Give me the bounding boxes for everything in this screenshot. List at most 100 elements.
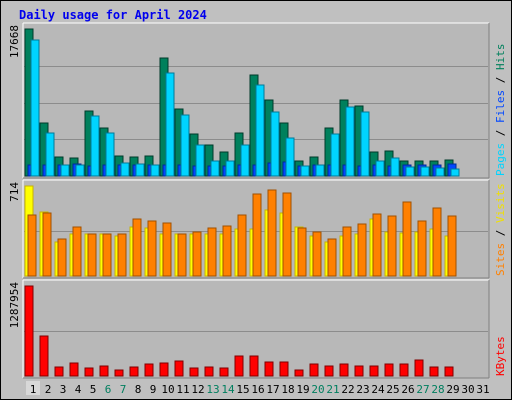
bar-kbytes-day-11: [174, 360, 184, 377]
bar-pages-day-23: [360, 111, 370, 177]
x-tick-label-day-8: 8: [135, 383, 142, 396]
bar-kbytes-day-10: [159, 362, 169, 377]
bar-pages-day-28: [435, 167, 445, 177]
bar-kbytes-day-25: [384, 363, 394, 377]
bar-pages-day-24: [375, 160, 385, 177]
bar-sites-day-18: [282, 192, 292, 277]
panel-2-series-label: Sites / Visits: [494, 183, 507, 276]
series-label-part: /: [494, 123, 507, 143]
bar-pages-day-29: [450, 168, 460, 177]
bar-pages-day-17: [270, 111, 280, 177]
x-tick-label-day-2: 2: [45, 383, 52, 396]
bar-sites-day-20: [312, 231, 322, 277]
bar-sites-day-8: [132, 218, 142, 277]
bar-kbytes-day-9: [144, 363, 154, 377]
bar-pages-day-7: [120, 162, 130, 177]
bar-kbytes-day-18: [279, 361, 289, 377]
x-tick-label-day-4: 4: [75, 383, 82, 396]
bar-kbytes-day-28: [429, 366, 439, 377]
x-tick-label-day-19: 19: [296, 383, 309, 396]
bar-sites-day-23: [357, 223, 367, 277]
x-tick-label-day-28: 28: [431, 383, 444, 396]
series-label-part: Pages: [494, 143, 507, 176]
bar-kbytes-day-22: [339, 363, 349, 377]
bar-sites-day-7: [117, 233, 127, 277]
bar-pages-day-18: [285, 137, 295, 177]
x-tick-label-day-26: 26: [401, 383, 414, 396]
bar-sites-day-15: [237, 214, 247, 277]
x-tick-label-day-16: 16: [251, 383, 264, 396]
bar-sites-day-29: [447, 215, 457, 277]
x-tick-label-day-23: 23: [356, 383, 369, 396]
series-label-part: Hits: [494, 44, 507, 71]
bar-pages-day-26: [405, 166, 415, 177]
bar-kbytes-day-21: [324, 365, 334, 377]
bar-kbytes-day-27: [414, 359, 424, 377]
bar-sites-day-19: [297, 227, 307, 277]
bar-pages-day-19: [300, 165, 310, 177]
x-tick-label-day-7: 7: [120, 383, 127, 396]
bar-pages-day-25: [390, 157, 400, 177]
series-label-part: /: [494, 70, 507, 90]
bar-kbytes-day-3: [54, 366, 64, 377]
bar-kbytes-day-6: [99, 365, 109, 377]
bar-pages-day-22: [345, 106, 355, 177]
x-tick-label-day-21: 21: [326, 383, 339, 396]
bar-kbytes-day-4: [69, 362, 79, 377]
bar-sites-day-13: [207, 227, 217, 277]
bar-sites-day-25: [387, 215, 397, 277]
x-tick-label-day-27: 27: [416, 383, 429, 396]
bar-pages-day-11: [180, 114, 190, 177]
bar-pages-day-1: [30, 39, 40, 177]
bar-kbytes-day-26: [399, 363, 409, 377]
series-label-part: Files: [494, 90, 507, 123]
bar-sites-day-17: [267, 189, 277, 277]
bar-pages-day-14: [225, 160, 235, 177]
bar-sites-day-11: [177, 233, 187, 277]
x-tick-label-day-17: 17: [266, 383, 279, 396]
panel-1-ymax-label: 17668: [8, 25, 21, 58]
bar-pages-day-20: [315, 164, 325, 177]
x-tick-label-day-22: 22: [341, 383, 354, 396]
x-tick-label-day-11: 11: [176, 383, 189, 396]
bar-sites-day-6: [102, 233, 112, 277]
bar-pages-day-3: [60, 164, 70, 177]
series-label-part: /: [494, 223, 507, 243]
x-tick-label-day-30: 30: [461, 383, 474, 396]
series-label-part: Visits: [494, 183, 507, 223]
bar-pages-day-4: [75, 164, 85, 177]
bar-sites-day-12: [192, 231, 202, 277]
bar-kbytes-day-24: [369, 365, 379, 377]
bar-kbytes-day-5: [84, 367, 94, 377]
x-tick-label-day-3: 3: [60, 383, 67, 396]
bar-pages-day-16: [255, 84, 265, 177]
bar-sites-day-16: [252, 193, 262, 277]
bar-kbytes-day-20: [309, 363, 319, 377]
x-tick-label-day-24: 24: [371, 383, 385, 396]
panel-2-ymax-label: 714: [8, 182, 21, 202]
x-tick-label-day-13: 13: [206, 383, 219, 396]
bar-sites-day-14: [222, 225, 232, 277]
bar-kbytes-day-16: [249, 355, 259, 377]
bar-kbytes-day-14: [219, 367, 229, 377]
x-tick-label-day-29: 29: [446, 383, 459, 396]
bar-kbytes-day-23: [354, 365, 364, 377]
bar-kbytes-day-13: [204, 366, 214, 377]
panel-1-series-label: Pages / Files / Hits: [494, 44, 507, 177]
x-tick-label-day-31: 31: [476, 383, 489, 396]
bar-sites-day-5: [87, 233, 97, 277]
bar-sites-day-3: [57, 238, 67, 277]
bar-pages-day-12: [195, 144, 205, 177]
bar-pages-day-6: [105, 132, 115, 177]
bar-sites-day-2: [42, 212, 52, 277]
bar-kbytes-day-29: [444, 366, 454, 377]
bar-kbytes-day-17: [264, 361, 274, 377]
x-tick-label-day-6: 6: [105, 383, 112, 396]
bar-sites-day-10: [162, 222, 172, 277]
bar-pages-day-27: [420, 166, 430, 177]
x-tick-label-day-15: 15: [236, 383, 249, 396]
series-label-part: KBytes: [494, 336, 507, 376]
bar-kbytes-day-12: [189, 367, 199, 377]
